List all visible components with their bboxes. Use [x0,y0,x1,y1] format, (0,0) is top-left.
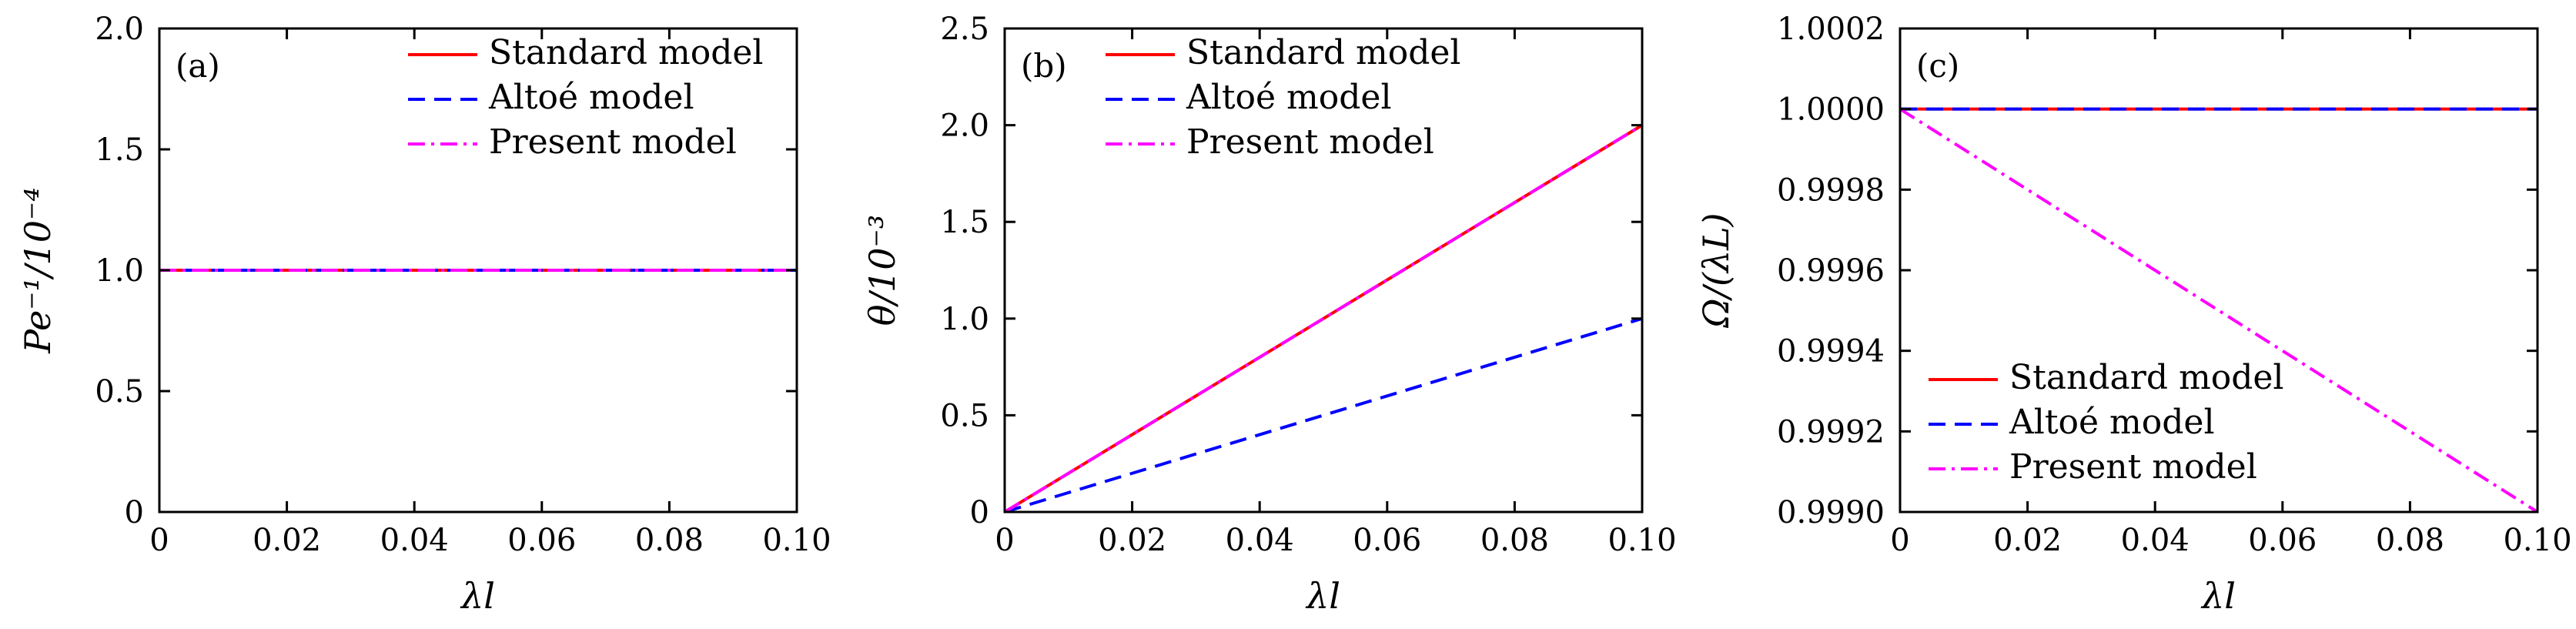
legend-label: Altoé model [1186,78,1392,117]
legend-label: Standard model [489,33,763,72]
panel-2: 0 0.02 0.04 0.06 0.08 0.10 0 0.5 1.0 1.5 2.0 2.5 λl θ… [861,12,1677,617]
y-tick-label: 1.0002 [1777,12,1885,47]
y-tick-label: 2.5 [940,12,989,47]
x-tick-label: 0.08 [2376,523,2444,558]
x-tick-label: 0.08 [635,523,704,558]
y-axis-label: Ω/(λL) [1695,212,1737,328]
y-tick-label: 1.0 [95,253,144,289]
y-tick-label: 2.0 [940,109,989,144]
y-tick-label: 0.5 [95,374,144,410]
legend: Standard model Altoé model Present model [408,33,763,162]
legend-label: Standard model [2009,358,2283,397]
x-tick-label: 0 [995,523,1014,558]
panel-tag: (b) [1021,47,1067,85]
y-tick-label: 0.9998 [1777,172,1885,208]
y-tick-label: 2.0 [95,12,144,47]
panel-3: 0 0.02 0.04 0.06 0.08 0.10 0.9990 0.9992 0.9994 0… [1695,12,2572,617]
panel-1: 0 0.02 0.04 0.06 0.08 0.10 0 0.5 1.0 1.5 2.0 λl Pe⁻¹… [17,12,831,617]
legend-label: Altoé model [488,78,694,117]
legend: Standard model Altoé model Present model [1929,358,2283,487]
y-tick-label: 0.5 [940,398,989,433]
y-tick-label: 0 [970,495,989,530]
x-tick-label: 0.02 [1993,523,2062,558]
panel-tag: (a) [176,47,220,85]
x-axis-label: λl [460,575,495,617]
y-tick-label: 1.5 [940,205,989,240]
legend-label: Present model [489,122,737,162]
x-tick-label: 0.06 [1353,523,1421,558]
y-axis-label: θ/10⁻³ [861,215,903,326]
panel-tag: (c) [1916,47,1959,85]
x-axis-label: λl [1305,575,1340,617]
legend-label: Standard model [1186,33,1460,72]
y-tick-label: 1.5 [95,132,144,168]
x-axis-label: λl [2200,575,2236,617]
x-tick-label: 0.04 [2121,523,2190,558]
y-tick-label: 1.0000 [1777,92,1885,128]
x-tick-label: 0.10 [762,523,831,558]
legend-label: Altoé model [2009,403,2215,442]
y-tick-label: 0.9996 [1777,253,1885,289]
y-tick-label: 0.9992 [1777,414,1885,450]
legend-label: Present model [2009,447,2257,487]
y-tick-label: 0.9990 [1777,495,1885,530]
y-tick-label: 1.0 [940,302,989,337]
x-tick-label: 0 [1890,523,1909,558]
legend: Standard model Altoé model Present model [1106,33,1460,162]
plot-frame [1003,27,1644,514]
x-tick-label: 0.02 [253,523,321,558]
series-line-dashed [1005,316,1642,512]
y-tick-label: 0.9994 [1777,334,1885,370]
x-tick-label: 0.04 [380,523,449,558]
legend-label: Present model [1186,122,1434,162]
x-tick-label: 0.10 [1607,523,1676,558]
x-tick-label: 0.02 [1098,523,1166,558]
series-line-dashdot [1900,107,2538,512]
series-line-dashdot [1005,123,1642,512]
y-tick-label: 0 [125,495,144,530]
x-tick-label: 0.06 [2248,523,2317,558]
x-tick-label: 0.08 [1480,523,1549,558]
x-tick-label: 0.10 [2503,523,2571,558]
x-tick-label: 0.06 [507,523,576,558]
x-tick-label: 0 [149,523,169,558]
x-tick-label: 0.04 [1226,523,1294,558]
y-axis-label: Pe⁻¹/10⁻⁴ [17,187,59,354]
